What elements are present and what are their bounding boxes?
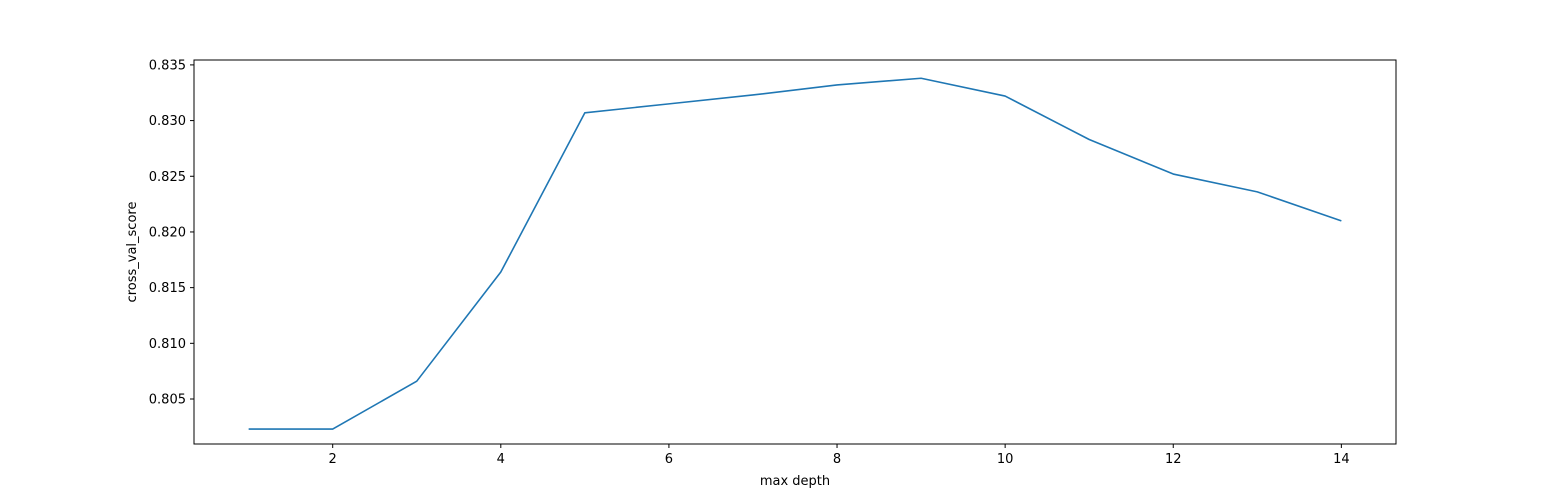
y-tick-label: 0.810: [149, 337, 186, 352]
y-tick-label: 0.820: [149, 225, 186, 240]
y-axis-ticks: 0.805 0.810 0.815 0.820 0.825 0.830 0.835: [149, 58, 194, 408]
x-tick-label: 12: [1165, 452, 1182, 467]
x-tick-label: 14: [1333, 452, 1350, 467]
x-axis-label: max depth: [760, 474, 830, 489]
x-tick-label: 2: [329, 452, 337, 467]
x-axis-ticks: 2 4 6 8 10 12 14: [329, 444, 1350, 467]
x-tick-label: 4: [497, 452, 505, 467]
y-axis-label: cross_val_score: [125, 202, 140, 303]
x-tick-label: 6: [665, 452, 673, 467]
y-tick-label: 0.835: [149, 58, 186, 73]
y-tick-label: 0.825: [149, 170, 186, 185]
series-layer: [248, 77, 1342, 430]
y-tick-label: 0.815: [149, 281, 186, 296]
series-line: [248, 77, 1342, 430]
plot-area-frame: [193, 59, 1397, 445]
x-tick-label: 8: [833, 452, 841, 467]
x-tick-label: 10: [997, 452, 1014, 467]
y-tick-label: 0.805: [149, 393, 186, 408]
y-tick-label: 0.830: [149, 114, 186, 129]
